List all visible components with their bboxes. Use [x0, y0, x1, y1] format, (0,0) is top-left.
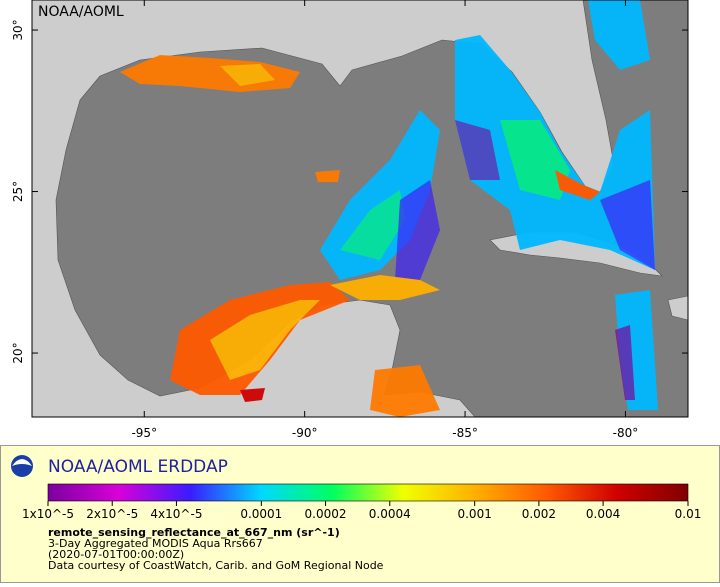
colorbar-tick-label: 0.001: [457, 507, 491, 521]
pixels: [588, 0, 650, 70]
land-hispaniola: [667, 295, 688, 321]
colorbar-tick-label: 0.0001: [240, 507, 282, 521]
pixels: [340, 190, 405, 260]
colorbar: [47, 483, 689, 502]
pixels: [210, 300, 320, 380]
land: [32, 0, 615, 417]
colorbar-tick-label: 0.01: [675, 507, 702, 521]
map-area: [32, 0, 688, 417]
y-tick-label: 30°: [11, 19, 25, 40]
y-tick-label: 20°: [11, 342, 25, 363]
pixels: [615, 325, 635, 400]
time: (2020-07-01T00:00:00Z): [48, 548, 184, 561]
x-tick-label: -80°: [613, 426, 639, 440]
colorbar-tick-label: 0.0004: [369, 507, 411, 521]
variable: remote_sensing_reflectance_at_667_nm (sr…: [48, 526, 340, 539]
pixels: [500, 120, 570, 200]
corner-label: NOAA/AOML: [38, 4, 124, 20]
logo-circle: [11, 455, 33, 477]
colorbar-tick-label: 4x10^-5: [150, 507, 202, 521]
credit: Data courtesy of CoastWatch, Carib. and …: [48, 559, 384, 572]
dataset: 3-Day Aggregated MODIS Aqua Rrs667: [48, 537, 263, 550]
pixels: [395, 180, 440, 280]
logo-bird: [12, 459, 32, 466]
y-tick-label: 25°: [11, 181, 25, 202]
pixels: [600, 180, 655, 270]
pixels: [315, 170, 340, 182]
colorbar-tick-label: 0.004: [586, 507, 620, 521]
pixels: [330, 275, 440, 300]
x-tick-label: -90°: [292, 426, 318, 440]
pixels: [240, 388, 265, 402]
legend-panel: [0, 445, 720, 583]
pixels: [370, 365, 440, 417]
data-pixels: [120, 0, 658, 417]
map-frame: [31, 0, 689, 418]
colorbar-ticks: 1x10^-5 2x10^-5 4x10^-5 0.0001 0.0002 0.0004 0…: [22, 501, 701, 521]
pixels: [555, 170, 600, 200]
map-ticks: -95° -90° -85° -80° 20° 25° 30°: [11, 0, 688, 440]
x-tick-label: -95°: [131, 426, 157, 440]
noaa-logo: [11, 455, 33, 477]
colorbar-tick-label: 0.0002: [305, 507, 347, 521]
pixels: [220, 64, 275, 86]
colorbar-tick-label: 2x10^-5: [86, 507, 138, 521]
brand: NOAA/AOML ERDDAP: [48, 457, 228, 477]
colorbar-tick-label: 1x10^-5: [22, 507, 74, 521]
pixels: [455, 120, 500, 180]
x-tick-label: -85°: [452, 426, 478, 440]
colorbar-tick-label: 0.002: [522, 507, 556, 521]
